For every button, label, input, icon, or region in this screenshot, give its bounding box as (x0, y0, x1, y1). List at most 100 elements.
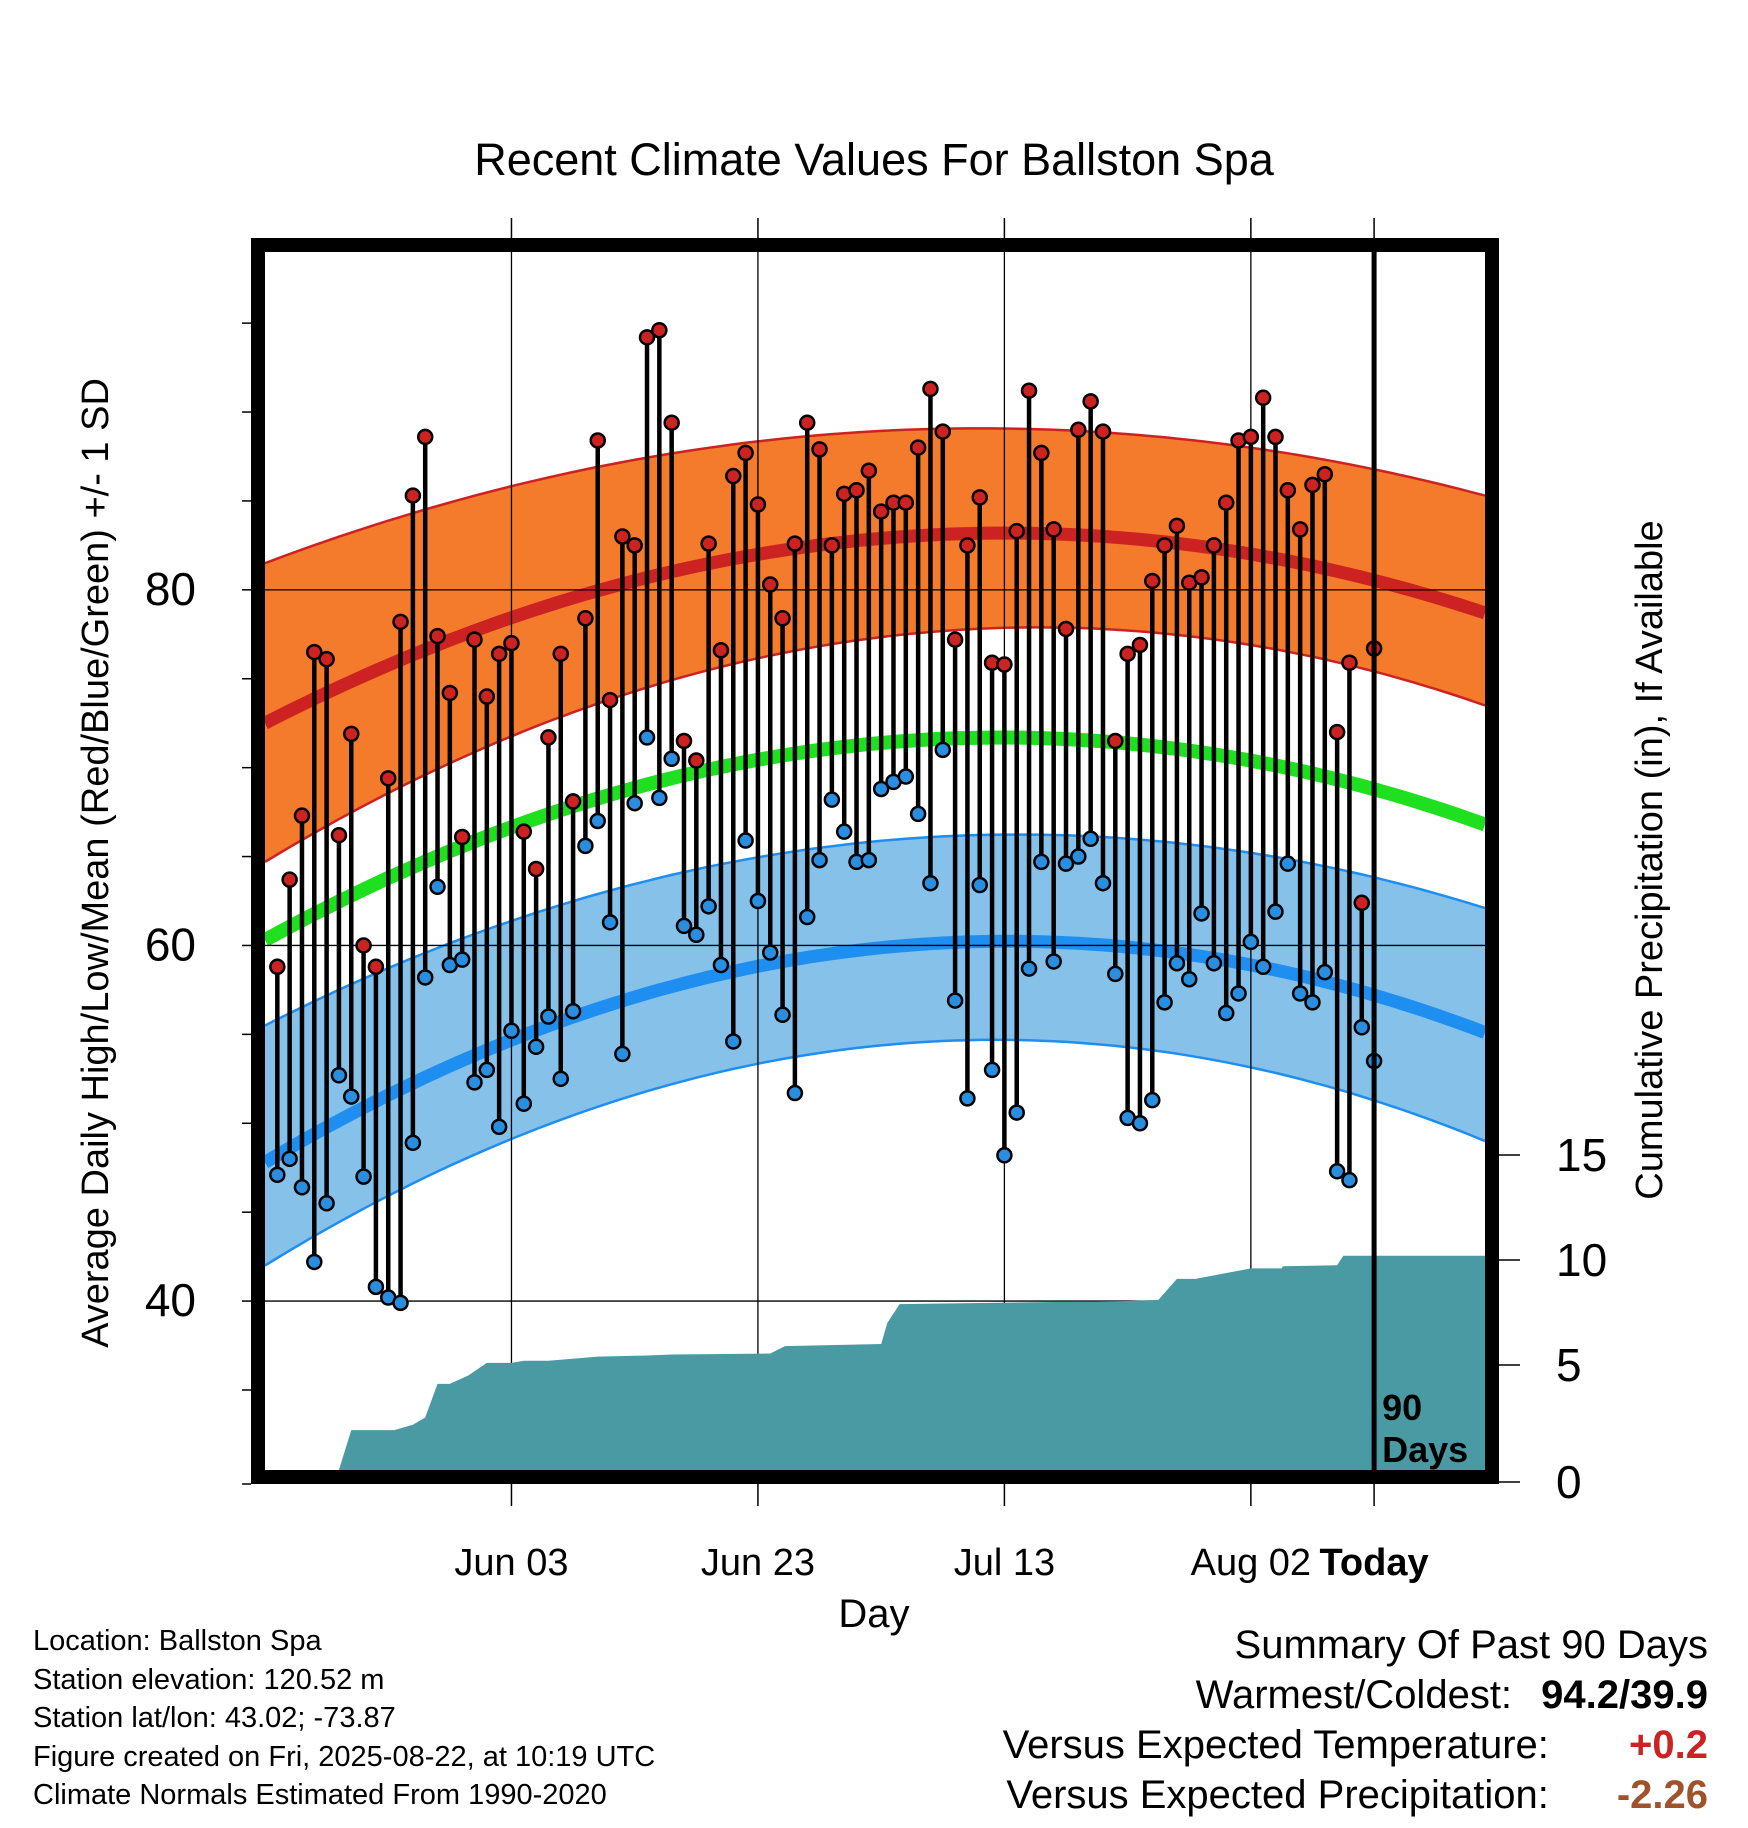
low-point (614, 1045, 631, 1063)
high-point (355, 937, 372, 954)
low-point (1057, 855, 1075, 872)
high-point (503, 634, 520, 652)
low-normal-line (265, 934, 1485, 1168)
low-point (700, 898, 717, 915)
high-point (626, 537, 643, 554)
y-tick-label-left: 80 (145, 563, 196, 615)
precip-value: -2.26 (1616, 1773, 1708, 1817)
high-point (688, 752, 705, 769)
summary-precip: Versus Expected Precipitation: -2.26 (1003, 1770, 1708, 1820)
high-point (823, 537, 841, 554)
x-tick-label: Aug 02 (1191, 1542, 1311, 1584)
low-point (429, 878, 446, 896)
low-point (540, 1008, 557, 1025)
high-point (909, 439, 927, 456)
low-point (1193, 905, 1210, 922)
high-point (614, 528, 631, 545)
low-point (1107, 965, 1124, 983)
low-point (527, 1038, 545, 1056)
low-point (552, 1070, 570, 1088)
summary-panel: Summary Of Past 90 Days Warmest/Coldest:… (1003, 1620, 1708, 1820)
high-point (1119, 645, 1136, 663)
plot-frame (251, 238, 1499, 1484)
high-point (1020, 382, 1038, 399)
low-point (269, 1166, 286, 1184)
high-point (527, 860, 545, 878)
high-point (1131, 636, 1149, 654)
low-point (1205, 954, 1223, 972)
high-point (1279, 482, 1297, 499)
low-point (996, 1147, 1013, 1164)
high-point (466, 631, 483, 648)
high-point (996, 656, 1013, 673)
high-point (1057, 620, 1075, 638)
low-point (1168, 954, 1186, 972)
low-point (688, 926, 705, 944)
low-normal-upper-edge (265, 833, 1485, 1027)
low-point (1094, 874, 1112, 892)
high-point (441, 684, 459, 702)
low-point (503, 1022, 520, 1040)
low-point (1279, 855, 1297, 872)
high-point (860, 462, 878, 479)
latlon-text: Station lat/lon: 43.02; -73.87 (33, 1702, 396, 1734)
high-point (490, 645, 508, 663)
high-point (515, 823, 533, 840)
summary-warm-cold: Warmest/Coldest: 94.2/39.9 (1003, 1670, 1708, 1720)
low-point (811, 851, 828, 869)
high-point (367, 958, 385, 976)
low-point (1144, 1091, 1161, 1109)
low-point (762, 944, 779, 961)
high-point (848, 482, 865, 499)
high-point (638, 329, 656, 346)
low-point (1353, 1019, 1371, 1036)
low-point (1254, 958, 1272, 976)
high-point (959, 537, 976, 554)
high-point (343, 725, 360, 743)
high-point (700, 535, 717, 552)
high-point (1291, 521, 1309, 538)
low-point (293, 1179, 311, 1196)
low-point (1316, 963, 1334, 981)
low-point (626, 794, 643, 812)
low-point (823, 791, 841, 808)
high-point (749, 496, 767, 513)
low-point (1304, 994, 1321, 1011)
x-tick-label: Jun 23 (701, 1542, 815, 1584)
high-point (552, 645, 570, 663)
low-point (1020, 960, 1038, 977)
low-point (404, 1134, 422, 1152)
low-point (306, 1253, 323, 1271)
high-point (725, 467, 742, 485)
x-tick-label: Jul 13 (954, 1542, 1055, 1584)
high-point (762, 576, 779, 593)
warm-cold-value: 94.2/39.9 (1541, 1673, 1708, 1717)
high-point (281, 871, 298, 888)
low-point (1267, 903, 1284, 920)
elevation-text: Station elevation: 120.52 m (33, 1663, 385, 1696)
high-point (663, 414, 680, 431)
high-point (379, 770, 397, 787)
y-tick-label-left: 40 (145, 1274, 196, 1326)
created-text: Figure created on Fri, 2025-08-22, at 10… (33, 1740, 656, 1773)
low-normal-band (265, 834, 1485, 1266)
warm-cold-label: Warmest/Coldest: (1195, 1673, 1513, 1717)
high-point (1217, 494, 1235, 511)
high-point (1107, 732, 1124, 750)
low-point (971, 876, 988, 894)
high-point (577, 610, 594, 627)
temp-value: +0.2 (1629, 1723, 1708, 1767)
high-point (1254, 389, 1272, 407)
high-point (330, 826, 348, 844)
low-point (453, 951, 471, 968)
y-tick-label-right: 0 (1556, 1456, 1582, 1508)
location-text: Location: Ballston Spa (33, 1625, 322, 1657)
x-tick-label: Today (1320, 1542, 1429, 1584)
x-tick-label: Jun 03 (454, 1542, 568, 1584)
summary-temp: Versus Expected Temperature: +0.2 (1003, 1720, 1708, 1770)
high-point (811, 441, 828, 458)
high-point (1033, 444, 1050, 462)
high-point (416, 428, 434, 446)
high-point (1094, 423, 1112, 440)
high-point (675, 732, 693, 750)
